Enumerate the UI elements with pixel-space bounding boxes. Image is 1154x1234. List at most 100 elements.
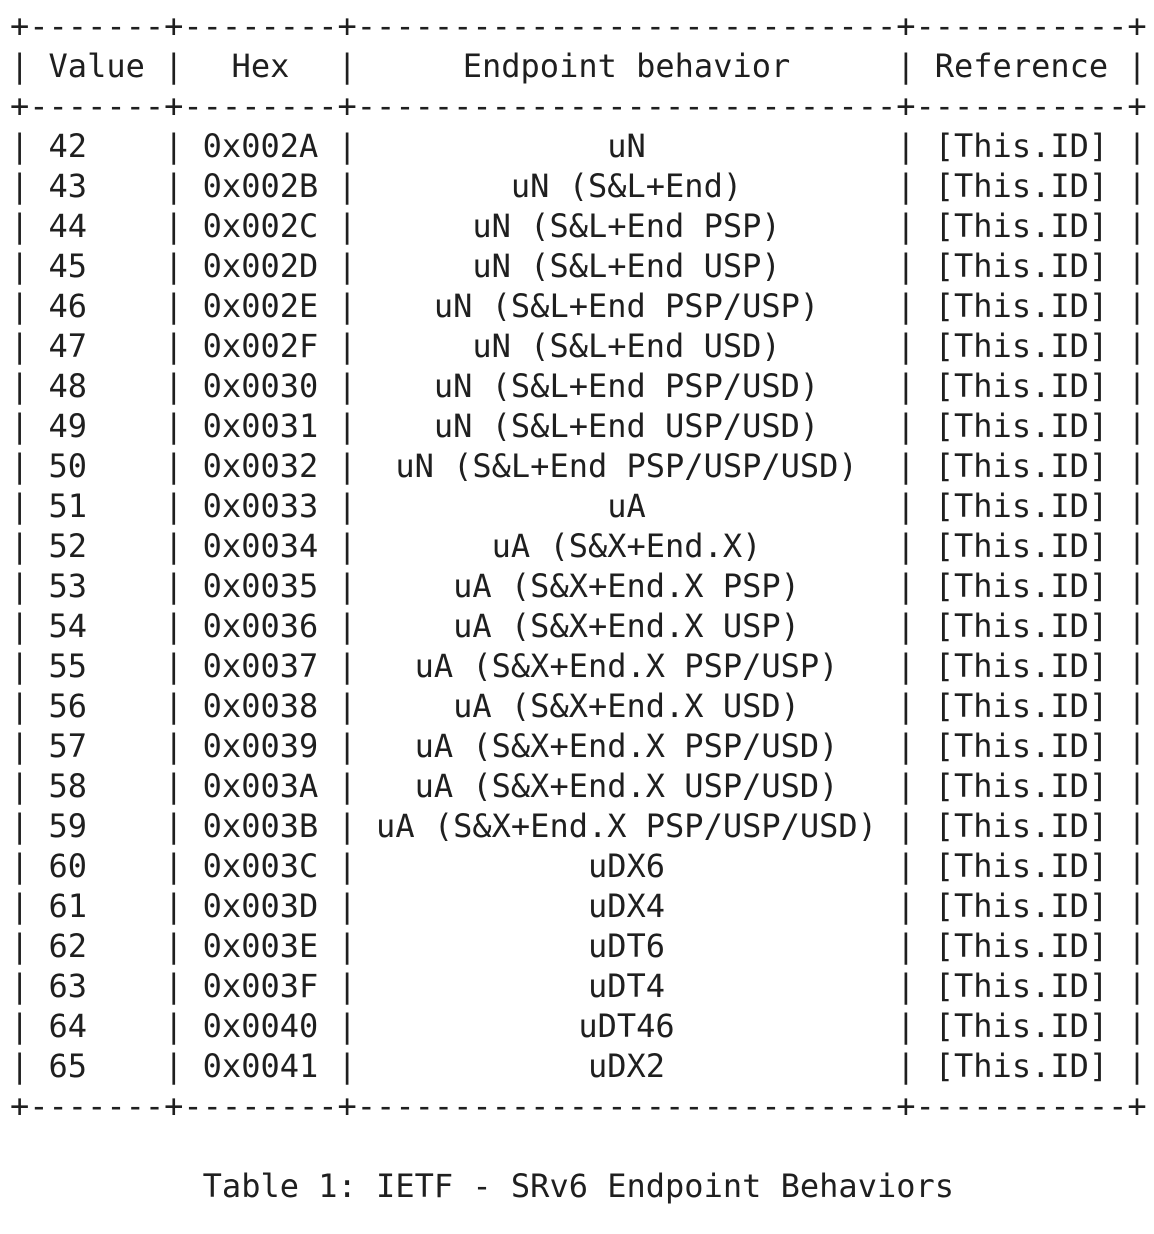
hex-cell: 0x002C (202, 207, 319, 245)
endpoint-behavior-cell: uA (S&X+End.X PSP/USD) (414, 727, 839, 765)
column-separator: | (337, 527, 357, 565)
column-separator: | (896, 927, 916, 965)
endpoint-behavior-cell: uA (607, 487, 646, 525)
table-row: | 55 | 0x0037 | uA (S&X+End.X PSP/USP) | [This.… (10, 646, 1147, 686)
column-separator: | (896, 1007, 916, 1045)
column-separator: | (896, 967, 916, 1005)
column-separator: | (10, 687, 30, 725)
column-separator: | (337, 1047, 357, 1085)
table-row: | 60 | 0x003C | uDX6 | [This.ID] | (10, 846, 1147, 886)
endpoint-behavior-cell: uN (S&L+End USP) (472, 247, 781, 285)
column-separator: | (337, 287, 357, 325)
column-separator: | (10, 727, 30, 765)
column-separator: | (896, 127, 916, 165)
table-row: | 44 | 0x002C | uN (S&L+End PSP) | [This.ID] | (10, 206, 1147, 246)
reference-cell: [This.ID] (934, 847, 1109, 885)
column-separator: | (337, 247, 357, 285)
column-separator: | (1127, 607, 1147, 645)
column-separator: | (896, 527, 916, 565)
reference-cell: [This.ID] (934, 567, 1109, 605)
column-separator: | (1127, 447, 1147, 485)
column-separator: | (164, 847, 184, 885)
column-separator: | (896, 447, 916, 485)
endpoint-behavior-cell: uA (S&X+End.X USP) (453, 607, 800, 645)
hex-cell: 0x002A (202, 127, 319, 165)
value-cell: 54 (48, 607, 88, 645)
hex-cell: 0x003F (202, 967, 319, 1005)
hex-cell: 0x002B (202, 167, 319, 205)
column-separator: | (10, 487, 30, 525)
endpoint-behavior-cell: uA (S&X+End.X PSP) (453, 567, 800, 605)
column-separator: | (896, 767, 916, 805)
column-separator: | (337, 207, 357, 245)
table-row: | 46 | 0x002E | uN (S&L+End PSP/USP) | [This.ID… (10, 286, 1147, 326)
column-separator: | (10, 567, 30, 605)
column-separator: | (896, 567, 916, 605)
column-separator: | (1127, 247, 1147, 285)
endpoint-behavior-cell: uN (S&L+End PSP) (472, 207, 781, 245)
reference-cell: [This.ID] (934, 487, 1109, 525)
column-separator: | (10, 247, 30, 285)
column-separator: | (164, 1007, 184, 1045)
table-row: | 61 | 0x003D | uDX4 | [This.ID] | (10, 886, 1147, 926)
column-separator: | (1127, 727, 1147, 765)
value-cell: 61 (48, 887, 88, 925)
column-separator: | (1127, 647, 1147, 685)
column-separator: | (337, 727, 357, 765)
value-cell: 64 (48, 1007, 88, 1045)
column-separator: | (896, 407, 916, 445)
column-separator: | (896, 687, 916, 725)
reference-cell: [This.ID] (934, 207, 1109, 245)
reference-cell: [This.ID] (934, 607, 1109, 645)
column-separator: | (337, 367, 357, 405)
endpoint-behavior-cell: uDX2 (587, 1047, 666, 1085)
column-separator: | (1127, 167, 1147, 205)
column-separator: | (337, 847, 357, 885)
column-separator: | (164, 567, 184, 605)
endpoint-behavior-cell: uDT46 (578, 1007, 675, 1045)
hex-cell: 0x0030 (202, 367, 319, 405)
table-row: | 47 | 0x002F | uN (S&L+End USD) | [This.ID] | (10, 326, 1147, 366)
column-separator: | (164, 287, 184, 325)
column-separator: | (10, 167, 30, 205)
table-row: | 54 | 0x0036 | uA (S&X+End.X USP) | [This.ID] | (10, 606, 1147, 646)
column-separator: | (10, 967, 30, 1005)
hex-cell: 0x0037 (202, 647, 319, 685)
table-row: | 43 | 0x002B | uN (S&L+End) | [This.ID] | (10, 166, 1147, 206)
hex-cell: 0x0031 (202, 407, 319, 445)
hex-cell: 0x002E (202, 287, 319, 325)
table-header-row: | Value | Hex | Endpoint behavior | Reference | (10, 46, 1147, 86)
column-separator: | (10, 1047, 30, 1085)
value-cell: 58 (48, 767, 88, 805)
hex-cell: 0x003A (202, 767, 319, 805)
column-separator: | (896, 247, 916, 285)
column-separator: | (896, 487, 916, 525)
column-separator: | (164, 687, 184, 725)
column-separator: | (164, 807, 184, 845)
endpoint-behavior-cell: uA (S&X+End.X USP/USD) (414, 767, 839, 805)
table-caption: Table 1: IETF - SRv6 Endpoint Behaviors (202, 1167, 955, 1205)
table-row: | 64 | 0x0040 | uDT46 | [This.ID] | (10, 1006, 1147, 1046)
column-separator: | (896, 807, 916, 845)
reference-cell: [This.ID] (934, 247, 1109, 285)
column-separator: | (337, 167, 357, 205)
value-cell: 60 (48, 847, 88, 885)
column-separator: | (164, 1047, 184, 1085)
column-separator: | (10, 287, 30, 325)
ascii-table-document: +-------+--------+----------------------… (10, 6, 1147, 1206)
hex-cell: 0x003D (202, 887, 319, 925)
column-separator: | (164, 527, 184, 565)
column-separator: | (1127, 887, 1147, 925)
column-separator: | (1127, 767, 1147, 805)
column-separator: | (10, 47, 30, 85)
reference-cell: [This.ID] (934, 767, 1109, 805)
value-cell: Value (48, 47, 145, 85)
endpoint-behavior-cell: uDX6 (587, 847, 666, 885)
column-separator: | (337, 407, 357, 445)
table-row: | 56 | 0x0038 | uA (S&X+End.X USD) | [This.ID] | (10, 686, 1147, 726)
column-separator: | (337, 567, 357, 605)
column-separator: | (1127, 407, 1147, 445)
column-separator: | (337, 447, 357, 485)
column-separator: | (10, 647, 30, 685)
column-separator: | (337, 687, 357, 725)
